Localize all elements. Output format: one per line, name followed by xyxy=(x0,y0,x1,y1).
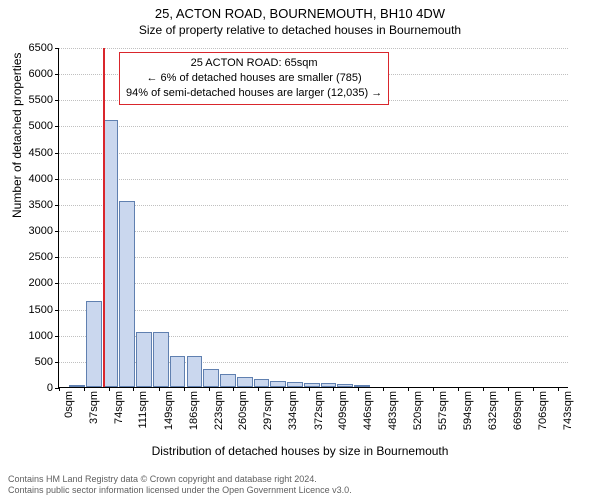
x-tick-label: 297sqm xyxy=(262,387,274,430)
x-tick-mark xyxy=(283,387,284,391)
x-tick-mark xyxy=(258,387,259,391)
x-tick-label: 669sqm xyxy=(512,387,524,430)
x-tick-mark xyxy=(84,387,85,391)
histogram-chart: 0500100015002000250030003500400045005000… xyxy=(58,48,568,388)
x-tick-mark xyxy=(358,387,359,391)
x-tick-label: 186sqm xyxy=(188,387,200,430)
x-tick-mark xyxy=(408,387,409,391)
histogram-bar xyxy=(119,201,135,387)
x-tick-label: 223sqm xyxy=(213,387,225,430)
x-tick-mark xyxy=(533,387,534,391)
histogram-bar xyxy=(254,379,270,387)
x-tick-label: 372sqm xyxy=(313,387,325,430)
y-tick-label: 1000 xyxy=(29,330,59,342)
x-tick-mark xyxy=(433,387,434,391)
x-tick-label: 260sqm xyxy=(237,387,249,430)
y-tick-label: 4000 xyxy=(29,173,59,185)
gridline xyxy=(59,153,568,154)
y-tick-label: 3000 xyxy=(29,225,59,237)
gridline xyxy=(59,257,568,258)
histogram-bar xyxy=(220,374,236,387)
gridline xyxy=(59,48,568,49)
x-tick-label: 37sqm xyxy=(88,387,100,424)
x-tick-label: 557sqm xyxy=(437,387,449,430)
info-line: ← 6% of detached houses are smaller (785… xyxy=(126,71,382,86)
gridline xyxy=(59,179,568,180)
y-tick-label: 5500 xyxy=(29,94,59,106)
histogram-bar xyxy=(136,332,152,387)
y-tick-label: 6500 xyxy=(29,42,59,54)
gridline xyxy=(59,310,568,311)
page-title: 25, ACTON ROAD, BOURNEMOUTH, BH10 4DW xyxy=(0,0,600,23)
histogram-bar xyxy=(203,369,219,387)
x-tick-label: 446sqm xyxy=(362,387,374,430)
x-tick-label: 706sqm xyxy=(537,387,549,430)
page-subtitle: Size of property relative to detached ho… xyxy=(0,23,600,41)
y-tick-label: 0 xyxy=(47,382,59,394)
property-marker-line xyxy=(103,48,105,387)
x-tick-mark xyxy=(233,387,234,391)
x-tick-mark xyxy=(483,387,484,391)
y-tick-label: 5000 xyxy=(29,120,59,132)
histogram-bar xyxy=(237,377,253,387)
y-axis-label: Number of detached properties xyxy=(10,53,24,218)
property-info-box: 25 ACTON ROAD: 65sqm← 6% of detached hou… xyxy=(119,52,389,105)
x-tick-mark xyxy=(558,387,559,391)
x-tick-mark xyxy=(309,387,310,391)
histogram-bar xyxy=(170,356,186,387)
x-tick-label: 334sqm xyxy=(287,387,299,430)
y-tick-label: 4500 xyxy=(29,147,59,159)
y-tick-label: 500 xyxy=(35,356,59,368)
x-tick-label: 632sqm xyxy=(487,387,499,430)
gridline xyxy=(59,205,568,206)
x-tick-label: 149sqm xyxy=(163,387,175,430)
x-tick-label: 111sqm xyxy=(137,387,149,429)
y-tick-label: 2000 xyxy=(29,277,59,289)
footer-attribution: Contains HM Land Registry data © Crown c… xyxy=(8,474,352,497)
x-tick-mark xyxy=(209,387,210,391)
x-tick-mark xyxy=(333,387,334,391)
x-tick-mark xyxy=(109,387,110,391)
x-tick-label: 483sqm xyxy=(387,387,399,430)
x-tick-mark xyxy=(159,387,160,391)
gridline xyxy=(59,126,568,127)
x-tick-mark xyxy=(184,387,185,391)
x-tick-label: 74sqm xyxy=(113,387,125,424)
x-tick-mark xyxy=(59,387,60,391)
gridline xyxy=(59,283,568,284)
x-tick-mark xyxy=(508,387,509,391)
x-tick-label: 0sqm xyxy=(63,387,75,418)
x-tick-mark xyxy=(383,387,384,391)
x-tick-label: 594sqm xyxy=(462,387,474,430)
x-tick-label: 520sqm xyxy=(412,387,424,430)
info-line: 25 ACTON ROAD: 65sqm xyxy=(126,56,382,71)
x-tick-mark xyxy=(133,387,134,391)
y-tick-label: 3500 xyxy=(29,199,59,211)
footer-line: Contains HM Land Registry data © Crown c… xyxy=(8,474,352,485)
x-tick-mark xyxy=(458,387,459,391)
x-axis-label: Distribution of detached houses by size … xyxy=(0,444,600,458)
footer-line: Contains public sector information licen… xyxy=(8,485,352,496)
histogram-bar xyxy=(103,120,119,387)
x-tick-label: 409sqm xyxy=(337,387,349,430)
y-tick-label: 2500 xyxy=(29,251,59,263)
info-line: 94% of semi-detached houses are larger (… xyxy=(126,86,382,101)
histogram-bar xyxy=(187,356,203,387)
y-tick-label: 6000 xyxy=(29,68,59,80)
histogram-bar xyxy=(153,332,169,387)
gridline xyxy=(59,231,568,232)
x-tick-label: 743sqm xyxy=(562,387,574,430)
y-tick-label: 1500 xyxy=(29,304,59,316)
histogram-bar xyxy=(86,301,102,387)
